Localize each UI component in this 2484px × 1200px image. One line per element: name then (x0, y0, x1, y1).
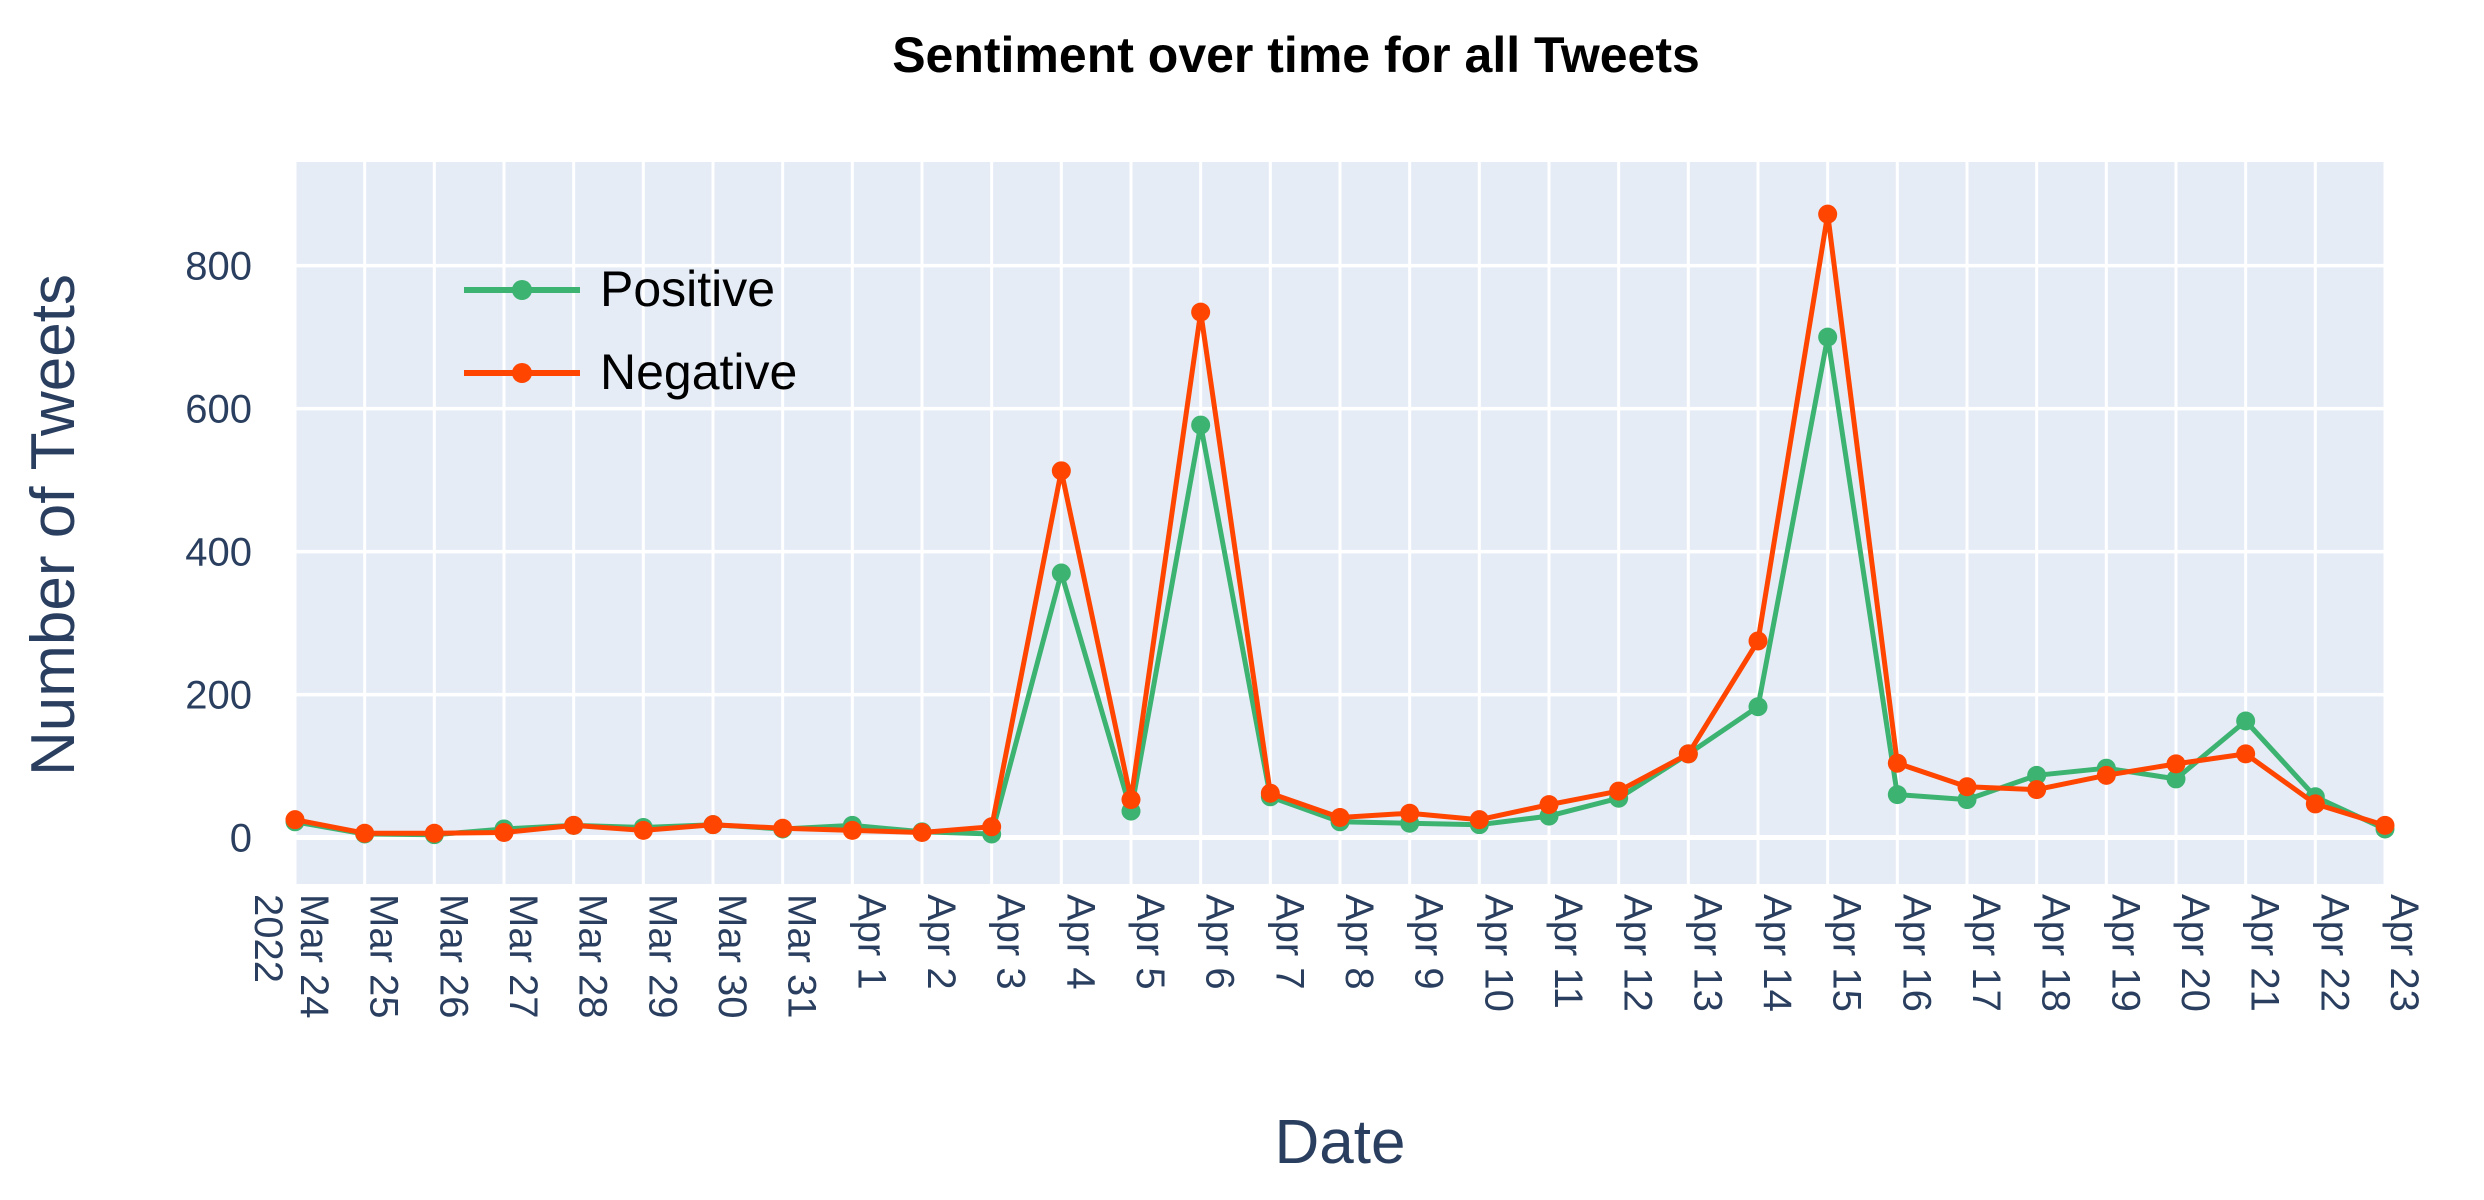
x-tick-label: Mar 30 (710, 894, 754, 1019)
x-tick-label: Apr 13 (1685, 894, 1729, 1012)
x-tick-label: Apr 5 (1128, 894, 1172, 990)
x-tick-label: Apr 4 (1058, 894, 1102, 990)
data-point-negative (1678, 744, 1698, 764)
chart-title: Sentiment over time for all Tweets (892, 27, 1700, 83)
x-tick-label: Apr 16 (1894, 894, 1938, 1012)
x-tick-label: Apr 21 (2243, 894, 2287, 1012)
data-point-negative (1330, 808, 1350, 828)
data-point-positive (1887, 785, 1907, 805)
x-tick-label: Apr 18 (2034, 894, 2078, 1012)
x-tick-label: Apr 14 (1755, 894, 1799, 1012)
legend-marker (512, 280, 532, 300)
x-tick-label: Apr 17 (1964, 894, 2008, 1012)
data-point-negative (633, 820, 653, 840)
data-point-negative (1121, 790, 1141, 810)
data-point-negative (2236, 744, 2256, 764)
data-point-positive (2166, 769, 2186, 789)
x-tick-label: Apr 15 (1825, 894, 1869, 1012)
x-year-label: 2022 (246, 894, 290, 983)
data-point-negative (285, 810, 305, 830)
data-point-negative (1609, 781, 1629, 801)
legend-label: Positive (600, 261, 775, 317)
data-point-negative (355, 823, 375, 843)
series-lines (285, 204, 2395, 845)
data-point-negative (1400, 803, 1420, 823)
x-tick-label: Mar 31 (780, 894, 824, 1019)
x-tick-label: Apr 23 (2382, 894, 2426, 1012)
data-point-positive (1051, 563, 1071, 583)
x-tick-label: Apr 22 (2312, 894, 2356, 1012)
data-point-negative (1191, 302, 1211, 322)
data-point-negative (842, 820, 862, 840)
x-tick-label: Mar 29 (640, 894, 684, 1019)
y-tick-label: 800 (185, 245, 252, 289)
grid-lines (293, 162, 2387, 884)
y-tick-label: 0 (230, 817, 252, 861)
data-point-negative (1748, 631, 1768, 651)
legend-marker (512, 363, 532, 383)
data-point-positive (1191, 415, 1211, 435)
data-point-positive (1748, 697, 1768, 717)
y-tick-label: 400 (185, 531, 252, 575)
y-tick-label: 200 (185, 674, 252, 718)
x-tick-label: Apr 2 (919, 894, 963, 990)
legend-item-positive: Positive (464, 261, 775, 317)
x-tick-label: Apr 9 (1407, 894, 1451, 990)
x-tick-label: Mar 28 (571, 894, 615, 1019)
legend-label: Negative (600, 344, 797, 400)
x-axis-title: Date (1275, 1108, 1406, 1177)
data-point-negative (773, 818, 793, 838)
data-point-negative (703, 815, 723, 835)
data-point-negative (1469, 810, 1489, 830)
data-point-positive (2027, 765, 2047, 785)
data-point-negative (424, 823, 444, 843)
y-tick-label: 600 (185, 388, 252, 432)
x-tick-label: Mar 27 (501, 894, 545, 1019)
x-tick-label: Apr 1 (849, 894, 893, 990)
x-tick-label: Mar 26 (431, 894, 475, 1019)
data-point-negative (2166, 754, 2186, 774)
data-point-negative (912, 823, 932, 843)
data-point-negative (1957, 777, 1977, 797)
data-point-negative (1051, 461, 1071, 481)
x-tick-label: Apr 10 (1476, 894, 1520, 1012)
legend: Positive Negative (464, 261, 797, 400)
x-tick-label: Mar 25 (362, 894, 406, 1019)
data-point-negative (2027, 780, 2047, 800)
y-axis-ticks: 0 200 400 600 800 (185, 245, 252, 861)
data-point-negative (2375, 815, 2395, 835)
data-point-negative (494, 823, 514, 843)
x-tick-label: Apr 7 (1267, 894, 1311, 990)
x-tick-label: Apr 12 (1616, 894, 1660, 1012)
data-point-negative (1260, 783, 1280, 803)
x-tick-label: Apr 19 (2103, 894, 2147, 1012)
data-point-negative (2096, 765, 2116, 785)
x-tick-label: Apr 3 (989, 894, 1033, 990)
legend-item-negative: Negative (464, 344, 797, 400)
y-axis-title: Number of Tweets (19, 274, 88, 776)
x-tick-label: Apr 8 (1337, 894, 1381, 990)
data-point-positive (2236, 711, 2256, 731)
data-point-negative (2305, 794, 2325, 814)
data-point-negative (1887, 753, 1907, 773)
x-tick-label: Apr 11 (1546, 894, 1590, 1009)
data-point-negative (982, 817, 1002, 837)
x-axis-ticks: Mar 24 Mar 25 Mar 26 Mar 27 Mar 28 Mar 29 Mar … (246, 894, 2426, 1019)
series-negative (285, 204, 2395, 843)
data-point-negative (1539, 795, 1559, 815)
x-tick-label: Mar 24 (292, 894, 336, 1019)
data-point-positive (1818, 327, 1838, 347)
x-tick-label: Apr 20 (2173, 894, 2217, 1012)
x-tick-label: Apr 6 (1198, 894, 1242, 990)
data-point-negative (1818, 204, 1838, 224)
data-point-negative (564, 815, 584, 835)
